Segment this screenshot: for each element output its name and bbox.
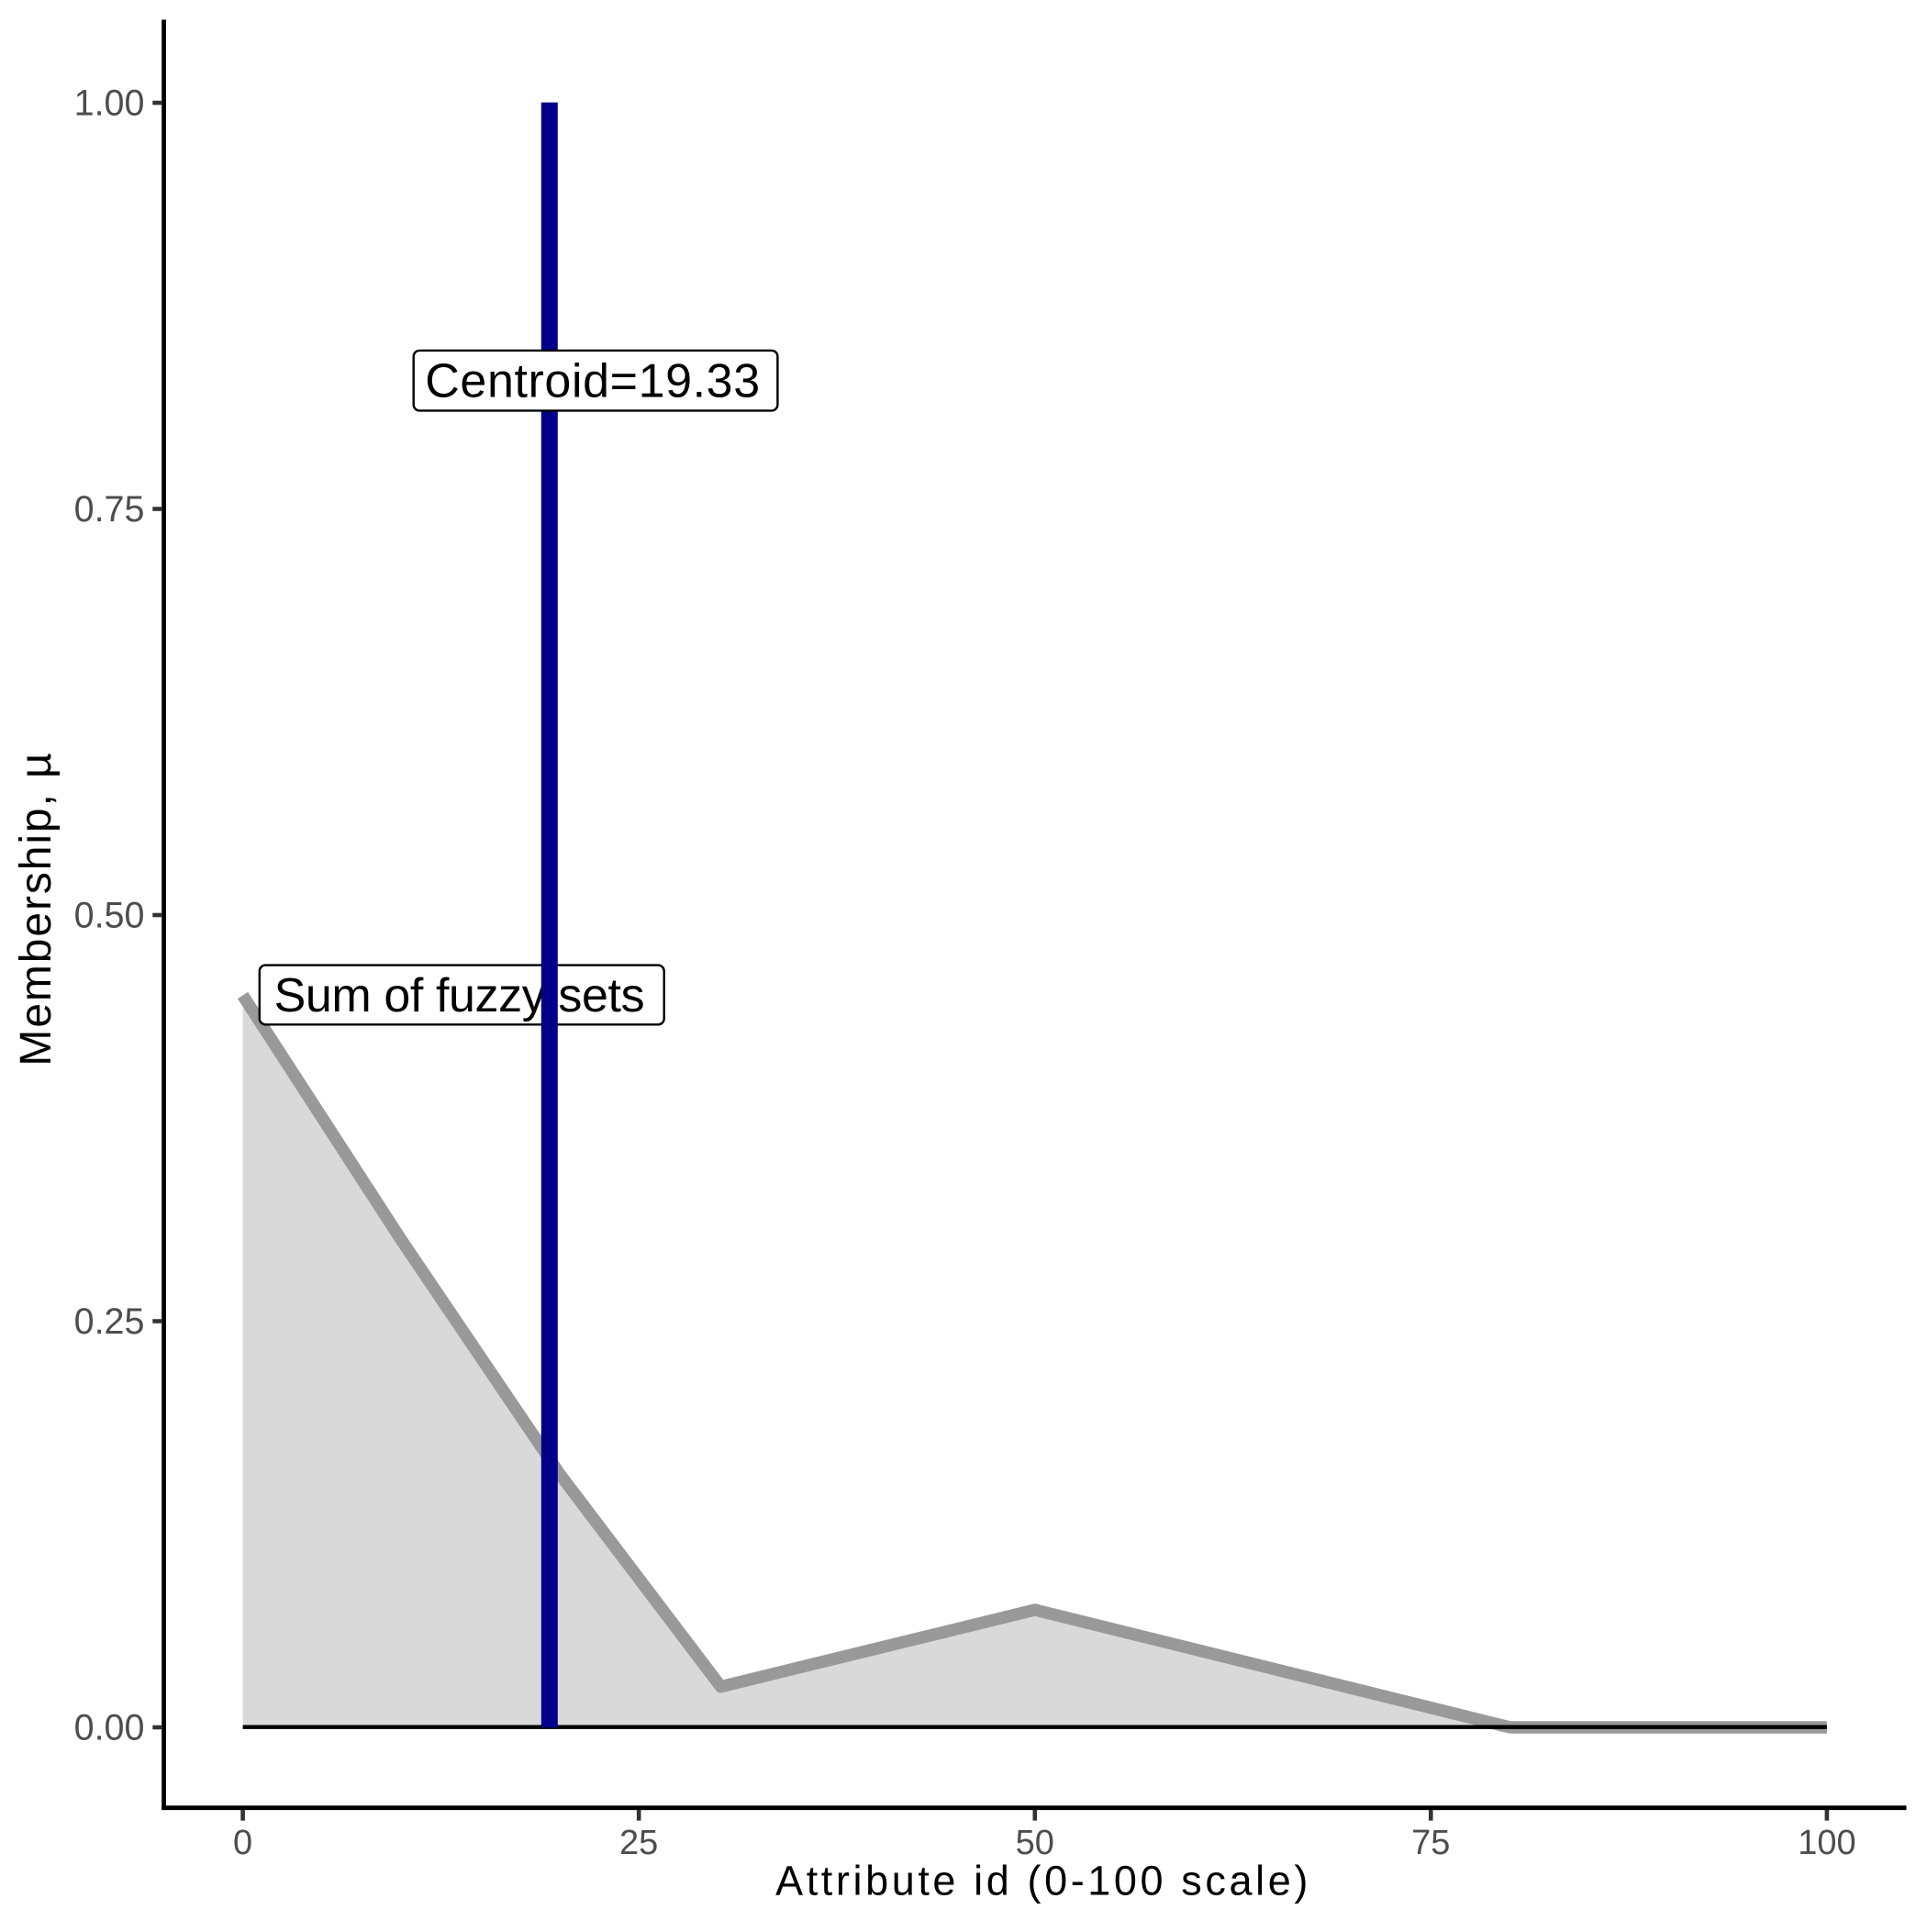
svg-text:Attribute id (0-100 scale): Attribute id (0-100 scale) (775, 1858, 1311, 1904)
svg-text:0: 0 (233, 1824, 252, 1862)
svg-text:0.25: 0.25 (74, 1301, 145, 1342)
svg-text:0.00: 0.00 (74, 1708, 145, 1748)
svg-text:Centroid=19.33: Centroid=19.33 (425, 355, 760, 408)
svg-text:0.75: 0.75 (74, 489, 145, 530)
svg-text:100: 100 (1798, 1824, 1855, 1862)
svg-text:0.50: 0.50 (74, 896, 145, 936)
svg-text:50: 50 (1016, 1824, 1054, 1862)
svg-text:Membership, µ: Membership, µ (12, 751, 61, 1066)
svg-text:25: 25 (619, 1824, 658, 1862)
svg-text:Sum of fuzzy sets: Sum of fuzzy sets (274, 969, 645, 1022)
svg-text:75: 75 (1411, 1824, 1450, 1862)
svg-text:1.00: 1.00 (74, 84, 145, 124)
